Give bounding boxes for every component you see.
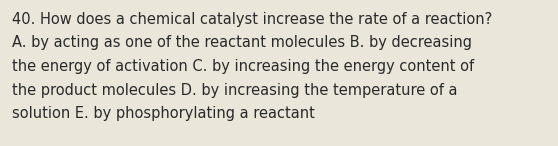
- Text: the energy of activation C. by increasing the energy content of: the energy of activation C. by increasin…: [12, 59, 474, 74]
- Text: solution E. by phosphorylating a reactant: solution E. by phosphorylating a reactan…: [12, 106, 315, 121]
- Text: A. by acting as one of the reactant molecules B. by decreasing: A. by acting as one of the reactant mole…: [12, 35, 472, 51]
- Text: the product molecules D. by increasing the temperature of a: the product molecules D. by increasing t…: [12, 82, 458, 98]
- Text: 40. How does a chemical catalyst increase the rate of a reaction?: 40. How does a chemical catalyst increas…: [12, 12, 493, 27]
